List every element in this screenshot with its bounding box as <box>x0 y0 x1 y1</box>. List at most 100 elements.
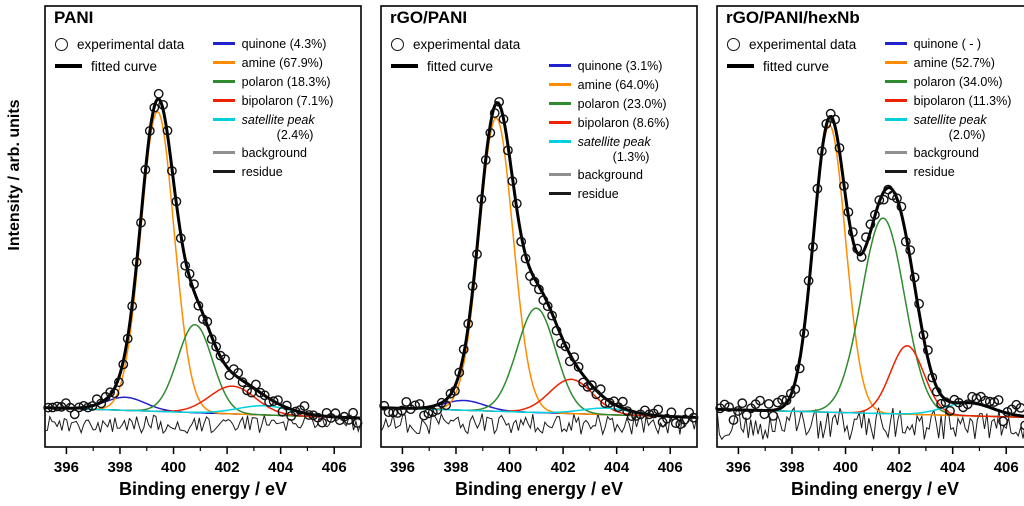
svg-text:398: 398 <box>107 459 132 476</box>
legend-label: quinone ( - ) <box>913 36 982 51</box>
legend-main: experimental data fitted curve <box>55 33 184 77</box>
legend-color-line <box>212 99 235 102</box>
open-circle-marker-icon <box>727 37 740 51</box>
legend-color-line <box>884 42 907 45</box>
legend-label: fitted curve <box>763 58 830 74</box>
legend-item-amine: amine (64.0%) <box>548 75 670 94</box>
legend-item-quinone: quinone (3.1%) <box>548 56 670 75</box>
panel-pani: 396 398 400 402 404 406 PANI experimental dat… <box>42 0 364 506</box>
legend-label: residue <box>913 164 955 179</box>
legend-color-line <box>548 173 571 176</box>
panel-rgo-pani-hexnb: 396 398 400 402 404 406 rGO/PANI/hexNb experi… <box>714 0 1024 506</box>
svg-text:396: 396 <box>726 459 751 476</box>
legend-item-satellite-percent: (2.0%) <box>885 127 1012 143</box>
legend-label: satellite peak <box>913 112 987 127</box>
legend-color-line <box>884 170 907 173</box>
legend-item-satellite-percent: (2.4%) <box>213 127 334 143</box>
legend-label: residue <box>577 186 619 201</box>
legend-item-bipolaron: bipolaron (11.3%) <box>884 91 1011 110</box>
legend-item-background: background <box>212 143 334 162</box>
legend-color-line <box>212 80 235 83</box>
legend-color-line <box>548 64 571 67</box>
legend-item-quinone: quinone (4.3%) <box>212 34 334 53</box>
legend-color-line <box>212 61 235 64</box>
svg-text:400: 400 <box>833 459 858 476</box>
svg-text:402: 402 <box>215 459 240 476</box>
svg-text:402: 402 <box>887 459 912 476</box>
spectrum-plot: 396 398 400 402 404 406 <box>715 5 1024 476</box>
legend-color-line <box>212 151 235 154</box>
legend-color-line <box>212 118 235 121</box>
legend-item-experimental: experimental data <box>391 33 520 55</box>
legend-item-residue: residue <box>884 162 1012 181</box>
legend-item-satellite: satellite peak <box>212 110 334 129</box>
legend-label: background <box>913 145 979 160</box>
svg-text:406: 406 <box>322 459 347 476</box>
legend-item-satellite: satellite peak <box>548 132 670 151</box>
svg-text:404: 404 <box>940 459 966 476</box>
legend-label: satellite peak <box>577 134 651 149</box>
legend-color-line <box>884 80 907 83</box>
legend-components: quinone (3.1%) amine (64.0%) polaron (23… <box>548 56 670 203</box>
svg-text:398: 398 <box>443 459 468 476</box>
y-axis-label: Intensity / arb. units <box>6 99 23 251</box>
thick-line-marker-icon <box>55 64 82 68</box>
legend-label: background <box>241 145 307 160</box>
svg-text:396: 396 <box>390 459 415 476</box>
legend-label: fitted curve <box>91 58 158 74</box>
legend-item-fitted: fitted curve <box>391 55 520 77</box>
legend-item-polaron: polaron (34.0%) <box>884 72 1012 91</box>
spectrum-plot: 396 398 400 402 404 406 <box>379 5 699 476</box>
legend-label: bipolaron (7.1%) <box>241 93 334 108</box>
legend-label: (2.4%) <box>276 128 314 142</box>
legend-item-bipolaron: bipolaron (8.6%) <box>548 113 670 132</box>
svg-text:404: 404 <box>268 459 294 476</box>
legend-color-line <box>884 61 907 64</box>
panel-title: rGO/PANI/hexNb <box>726 8 860 27</box>
legend-item-experimental: experimental data <box>55 33 184 55</box>
svg-text:402: 402 <box>551 459 576 476</box>
legend-label: background <box>577 167 643 182</box>
legend-label: (1.3%) <box>612 150 650 164</box>
x-axis-label: Binding energy / eV <box>454 479 624 499</box>
legend-label: residue <box>241 164 283 179</box>
svg-text:404: 404 <box>604 459 630 476</box>
legend-item-satellite: satellite peak <box>884 110 1012 129</box>
legend-label: polaron (23.0%) <box>577 96 667 111</box>
legend-color-line <box>884 151 907 154</box>
legend-label: polaron (34.0%) <box>913 74 1003 89</box>
legend-color-line <box>548 140 571 143</box>
panel-title: PANI <box>54 8 94 27</box>
legend-components: quinone (4.3%) amine (67.9%) polaron (18… <box>212 34 334 181</box>
thick-line-marker-icon <box>727 64 754 68</box>
legend-label: experimental data <box>77 36 185 52</box>
spectrum-plot: 396 398 400 402 404 406 <box>43 5 363 476</box>
legend-item-background: background <box>884 143 1012 162</box>
legend-color-line <box>548 121 571 124</box>
legend-item-fitted: fitted curve <box>55 55 184 77</box>
legend-item-fitted: fitted curve <box>727 55 856 77</box>
legend-item-amine: amine (67.9%) <box>212 53 334 72</box>
legend-item-residue: residue <box>212 162 334 181</box>
legend-label: experimental data <box>749 36 857 52</box>
legend-item-amine: amine (52.7%) <box>884 53 1012 72</box>
legend-label: amine (64.0%) <box>577 77 659 92</box>
legend-label: quinone (4.3%) <box>241 36 327 51</box>
x-axis-label: Binding energy / eV <box>790 479 960 499</box>
svg-text:406: 406 <box>994 459 1019 476</box>
legend-color-line <box>548 192 571 195</box>
legend-label: (2.0%) <box>948 128 986 142</box>
legend-item-residue: residue <box>548 184 670 203</box>
legend-item-satellite-percent: (1.3%) <box>549 149 670 165</box>
legend-item-bipolaron: bipolaron (7.1%) <box>212 91 334 110</box>
open-circle-marker-icon <box>391 37 404 51</box>
legend-main: experimental data fitted curve <box>727 33 856 77</box>
legend-color-line <box>548 102 571 105</box>
legend-label: bipolaron (8.6%) <box>577 115 670 130</box>
x-axis-label: Binding energy / eV <box>118 479 288 499</box>
legend-main: experimental data fitted curve <box>391 33 520 77</box>
svg-text:398: 398 <box>779 459 804 476</box>
legend-item-experimental: experimental data <box>727 33 856 55</box>
thick-line-marker-icon <box>391 64 418 68</box>
